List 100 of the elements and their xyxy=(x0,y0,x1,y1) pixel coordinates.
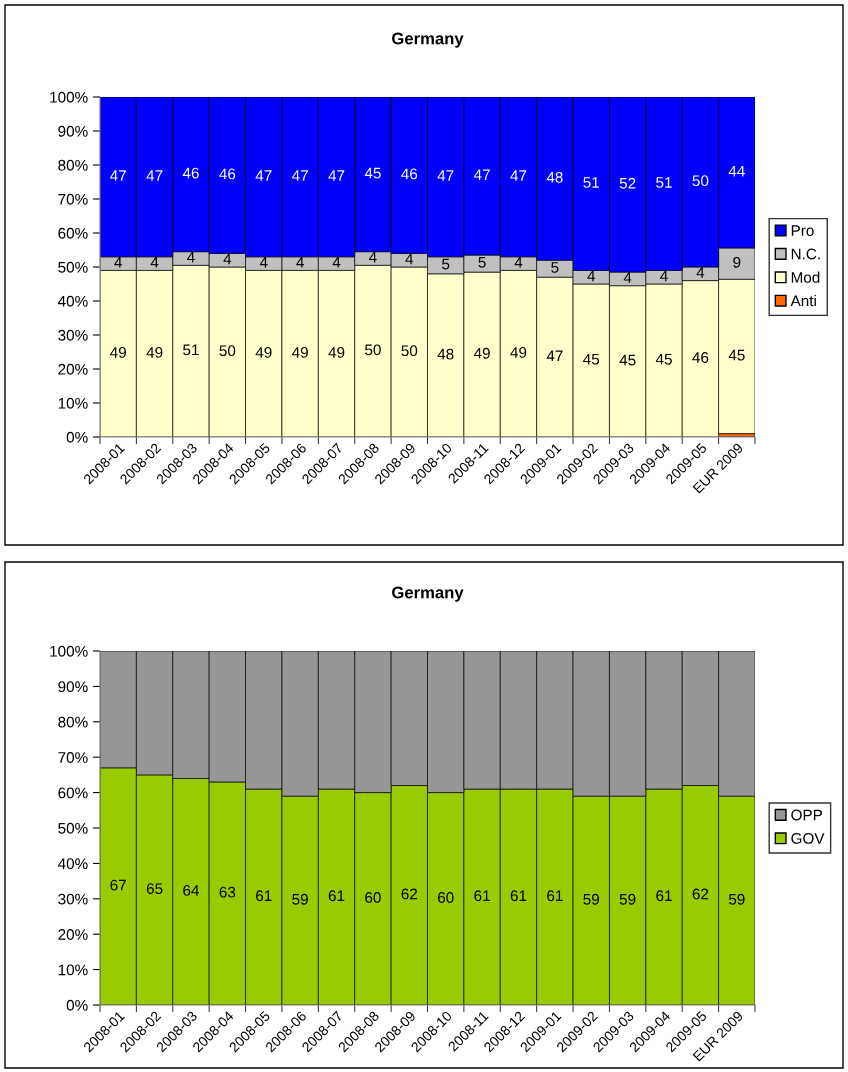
data-label: 47 xyxy=(473,169,490,180)
data-label: 4 xyxy=(369,251,377,263)
y-tick-label: 10% xyxy=(58,964,88,976)
data-label: 45 xyxy=(655,353,672,365)
data-label: 46 xyxy=(219,168,236,180)
data-label: 5 xyxy=(478,257,486,268)
data-label: 46 xyxy=(182,167,199,179)
data-label: 48 xyxy=(546,171,563,183)
data-label: 4 xyxy=(150,257,159,268)
data-label: 4 xyxy=(660,270,668,282)
data-label: 51 xyxy=(583,177,599,188)
data-label: 61 xyxy=(474,890,490,902)
data-label: 47 xyxy=(146,170,163,181)
y-tick-label: 90% xyxy=(58,681,88,693)
data-label: 64 xyxy=(183,885,200,896)
data-label: 67 xyxy=(110,879,126,891)
data-label: 49 xyxy=(510,346,527,358)
data-label: 50 xyxy=(219,345,236,357)
data-label: 51 xyxy=(183,344,199,356)
legend-label: GOV xyxy=(791,832,825,844)
data-label: 45 xyxy=(619,354,636,366)
data-label: 49 xyxy=(255,346,272,358)
data-label: 4 xyxy=(332,257,341,268)
data-label: 60 xyxy=(437,892,454,903)
data-label: 47 xyxy=(510,170,527,181)
data-label: 4 xyxy=(587,270,596,282)
y-tick-label: 40% xyxy=(57,295,88,307)
data-label: 47 xyxy=(328,170,345,181)
y-tick-label: 80% xyxy=(58,159,88,171)
data-label: 48 xyxy=(437,348,454,360)
data-label: 4 xyxy=(296,257,304,268)
data-label: 4 xyxy=(259,257,268,268)
data-label: 49 xyxy=(291,346,308,358)
data-label: 49 xyxy=(473,347,490,359)
data-label: 65 xyxy=(146,883,163,895)
data-label: 61 xyxy=(547,890,563,902)
y-tick-label: 60% xyxy=(58,227,88,239)
y-tick-label: 30% xyxy=(58,893,88,905)
data-label: 5 xyxy=(551,262,559,273)
y-tick-label: 20% xyxy=(58,363,88,375)
data-label: 50 xyxy=(401,345,418,357)
y-tick-label: 30% xyxy=(58,329,88,341)
y-tick-label: 100% xyxy=(50,645,88,657)
data-label: 4 xyxy=(114,257,122,268)
data-label: 52 xyxy=(619,177,636,189)
data-label: 47 xyxy=(110,170,126,181)
y-tick-label: 80% xyxy=(58,716,88,728)
data-label: 49 xyxy=(110,346,126,358)
data-label: 59 xyxy=(728,893,745,905)
data-label: 60 xyxy=(365,892,381,903)
y-tick-label: 70% xyxy=(58,752,88,763)
y-tick-label: 40% xyxy=(57,858,88,870)
y-tick-label: 60% xyxy=(58,787,88,799)
data-label: 4 xyxy=(405,253,414,265)
chart-title: Germany xyxy=(392,586,464,602)
y-tick-label: 0% xyxy=(66,431,88,443)
data-label: 61 xyxy=(656,890,672,902)
legend-label: Anti xyxy=(790,294,816,307)
legend-label: OPP xyxy=(791,809,823,821)
data-label: 4 xyxy=(514,257,523,268)
y-tick-label: 20% xyxy=(58,929,88,940)
y-tick-label: 90% xyxy=(58,125,88,137)
data-label: 47 xyxy=(437,170,454,181)
data-label: 47 xyxy=(255,170,272,181)
y-tick-label: 50% xyxy=(58,822,88,834)
legend-label: Mod xyxy=(791,271,820,283)
data-label: 46 xyxy=(692,352,709,363)
data-label: 51 xyxy=(656,177,672,188)
data-label: 61 xyxy=(328,890,345,902)
data-label: 49 xyxy=(146,346,163,358)
data-label: 45 xyxy=(364,167,381,179)
y-tick-label: 0% xyxy=(66,999,88,1011)
data-label: 4 xyxy=(187,251,195,263)
data-label: 45 xyxy=(583,353,600,365)
data-label: 59 xyxy=(583,893,600,905)
data-label: 47 xyxy=(546,350,563,362)
chart-title: Germany xyxy=(392,32,464,48)
data-label: 50 xyxy=(365,344,381,356)
data-label: 47 xyxy=(291,170,308,181)
y-tick-label: 100% xyxy=(50,91,88,103)
data-label: 63 xyxy=(219,886,236,898)
data-label: 46 xyxy=(401,168,418,180)
legend-label: N.C. xyxy=(791,248,820,260)
data-label: 59 xyxy=(292,893,308,905)
data-label: 4 xyxy=(623,272,632,283)
data-label: 62 xyxy=(692,888,709,900)
data-label: 4 xyxy=(223,253,232,265)
data-label: 45 xyxy=(728,349,745,361)
data-label: 62 xyxy=(401,888,418,900)
data-label: 61 xyxy=(256,890,272,902)
data-label: 50 xyxy=(692,175,709,187)
data-label: 59 xyxy=(619,893,636,905)
y-tick-label: 70% xyxy=(58,193,88,205)
data-label: 44 xyxy=(728,165,745,177)
data-label: 61 xyxy=(510,890,527,902)
legend-label: Pro xyxy=(791,225,814,236)
y-tick-label: 10% xyxy=(58,397,88,409)
data-label: 49 xyxy=(328,346,345,358)
data-label: 5 xyxy=(442,258,450,270)
data-label: 4 xyxy=(696,267,705,278)
